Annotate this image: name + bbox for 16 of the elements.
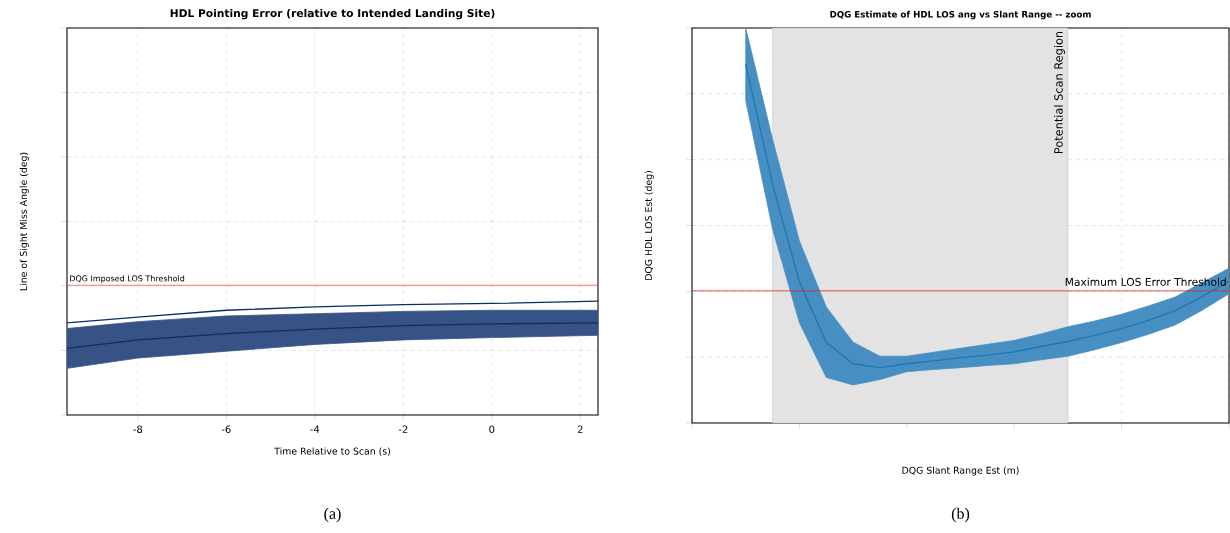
text: (b) [951, 507, 970, 523]
x-tick-label: -2 [398, 425, 408, 433]
x-tick-label: 0 [489, 425, 495, 433]
text: (a) [324, 507, 341, 523]
x-axis-title: DQG Slant Range Est (m) [902, 466, 1019, 476]
chart-title: DQG Estimate of HDL LOS ang vs Slant Range -- zoom [830, 10, 1091, 20]
y-axis-title: Line of Sight Miss Angle (deg) [19, 152, 29, 291]
x-tick-label: -6 [221, 425, 231, 433]
annotation: Potential Scan Region [1054, 31, 1065, 154]
y-axis-title: DQG HDL LOS Est (deg) [644, 171, 654, 280]
chart-title: HDL Pointing Error (relative to Intended Landing Site) [170, 8, 495, 20]
x-axis-title: Time Relative to Scan (s) [274, 447, 390, 456]
ref-line-label: DQG Imposed LOS Threshold [70, 275, 185, 283]
x-tick-label: 2 [577, 425, 583, 433]
x-tick-label: -8 [133, 425, 143, 433]
x-tick-label: -4 [310, 425, 320, 433]
